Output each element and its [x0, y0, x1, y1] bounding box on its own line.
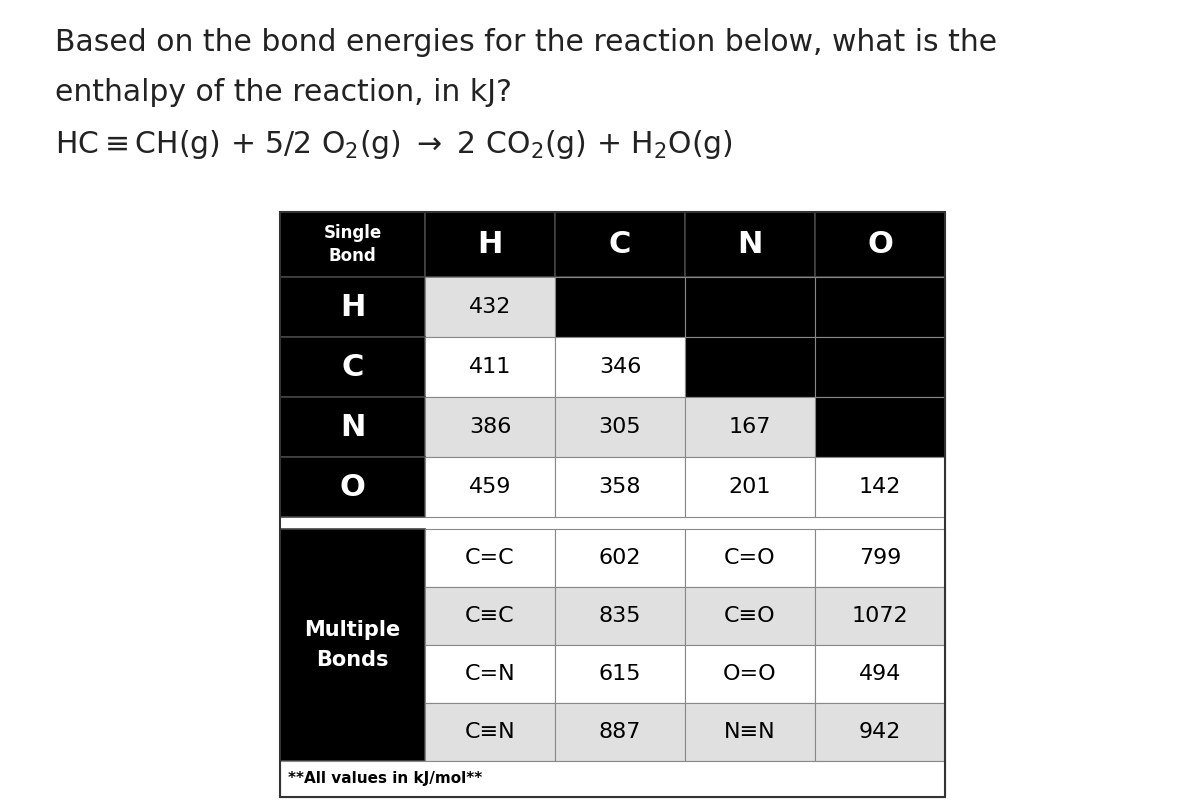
Text: C≡N: C≡N — [464, 722, 515, 742]
Text: H: H — [340, 293, 365, 321]
Text: O=O: O=O — [724, 664, 776, 684]
Text: 167: 167 — [728, 417, 772, 437]
Text: 887: 887 — [599, 722, 641, 742]
Bar — [425, 529, 554, 587]
Text: N≡N: N≡N — [724, 722, 776, 742]
Bar — [815, 703, 946, 761]
Bar — [815, 457, 946, 517]
Text: C=O: C=O — [724, 548, 776, 568]
Bar — [685, 645, 815, 703]
Text: 201: 201 — [728, 477, 772, 497]
Text: Multiple
Bonds: Multiple Bonds — [305, 621, 401, 670]
Bar — [425, 645, 554, 703]
Bar — [280, 277, 425, 337]
Text: 615: 615 — [599, 664, 641, 684]
Bar — [425, 397, 554, 457]
Bar — [815, 337, 946, 397]
Bar — [554, 703, 685, 761]
Text: N: N — [340, 413, 365, 442]
Text: N: N — [737, 230, 763, 259]
Text: C: C — [608, 230, 631, 259]
Bar — [685, 277, 815, 337]
Text: 459: 459 — [469, 477, 511, 497]
Text: 1072: 1072 — [852, 606, 908, 626]
Text: enthalpy of the reaction, in kJ?: enthalpy of the reaction, in kJ? — [55, 78, 512, 107]
Bar — [815, 397, 946, 457]
Bar — [815, 645, 946, 703]
Bar — [425, 587, 554, 645]
Bar — [554, 587, 685, 645]
Text: C: C — [341, 353, 364, 382]
Text: 494: 494 — [859, 664, 901, 684]
Bar — [280, 529, 425, 761]
Text: C=C: C=C — [466, 548, 515, 568]
Text: C=N: C=N — [464, 664, 515, 684]
Bar — [554, 457, 685, 517]
Bar — [280, 212, 946, 797]
Text: 346: 346 — [599, 357, 641, 377]
Text: H: H — [478, 230, 503, 259]
Bar — [554, 277, 685, 337]
Bar — [280, 761, 946, 797]
Bar — [554, 337, 685, 397]
Text: Based on the bond energies for the reaction below, what is the: Based on the bond energies for the react… — [55, 28, 997, 57]
Bar — [425, 337, 554, 397]
Bar — [425, 212, 554, 277]
Text: 411: 411 — [469, 357, 511, 377]
Text: O: O — [868, 230, 893, 259]
Text: **All values in kJ/mol**: **All values in kJ/mol** — [288, 772, 482, 786]
Text: C≡C: C≡C — [466, 606, 515, 626]
Bar — [815, 529, 946, 587]
Bar — [425, 703, 554, 761]
Bar — [685, 212, 815, 277]
Bar — [815, 212, 946, 277]
Bar — [685, 529, 815, 587]
Bar — [685, 703, 815, 761]
Text: 142: 142 — [859, 477, 901, 497]
Text: 799: 799 — [859, 548, 901, 568]
Bar — [554, 212, 685, 277]
Text: O: O — [340, 472, 366, 502]
Text: 305: 305 — [599, 417, 641, 437]
Text: C≡O: C≡O — [724, 606, 776, 626]
Bar — [425, 277, 554, 337]
Text: 432: 432 — [469, 297, 511, 317]
Bar — [815, 277, 946, 337]
Bar — [685, 457, 815, 517]
Bar — [554, 397, 685, 457]
Text: 358: 358 — [599, 477, 641, 497]
Bar — [554, 645, 685, 703]
Text: HC$\equiv$CH(g) + 5/2 O$_2$(g) $\rightarrow$ 2 CO$_2$(g) + H$_2$O(g): HC$\equiv$CH(g) + 5/2 O$_2$(g) $\rightar… — [55, 128, 733, 161]
Text: 386: 386 — [469, 417, 511, 437]
Text: Single
Bond: Single Bond — [323, 224, 382, 265]
Text: 602: 602 — [599, 548, 641, 568]
Bar — [554, 529, 685, 587]
Bar — [815, 587, 946, 645]
Bar — [425, 457, 554, 517]
Bar — [685, 587, 815, 645]
Bar — [280, 212, 425, 277]
Bar — [685, 337, 815, 397]
Text: 835: 835 — [599, 606, 641, 626]
Text: 942: 942 — [859, 722, 901, 742]
Bar — [280, 457, 425, 517]
Bar — [280, 397, 425, 457]
Bar — [280, 337, 425, 397]
Bar — [685, 397, 815, 457]
